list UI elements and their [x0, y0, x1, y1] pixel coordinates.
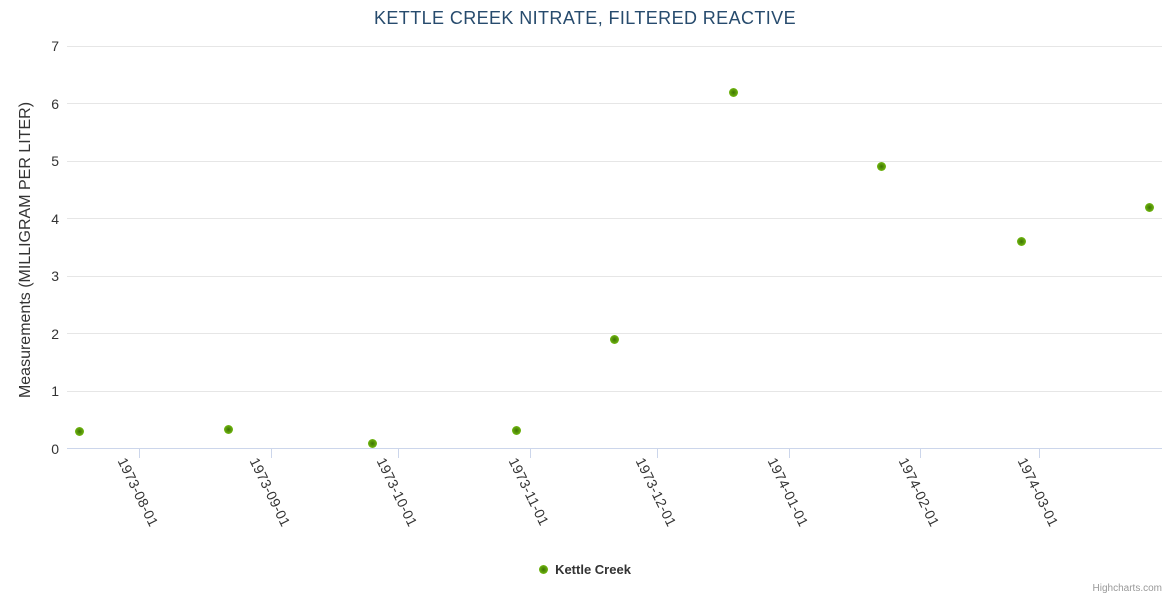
legend-item-kettle-creek[interactable]: Kettle Creek — [539, 562, 631, 577]
x-tick-mark — [529, 448, 531, 458]
x-tick-mark — [1038, 448, 1040, 458]
data-point[interactable] — [1017, 237, 1027, 247]
gridline — [67, 45, 1162, 47]
x-tick-mark — [788, 448, 790, 458]
x-tick-label: 1974-03-01 — [1014, 455, 1062, 530]
data-point[interactable] — [223, 424, 233, 434]
y-tick-label: 1 — [51, 383, 59, 400]
y-tick-label: 2 — [51, 325, 59, 342]
x-tick-label: 1973-09-01 — [246, 455, 294, 530]
highcharts-credits-link[interactable]: Highcharts.com — [1092, 583, 1162, 594]
x-tick-label: 1974-02-01 — [895, 455, 943, 530]
x-tick-mark — [920, 448, 922, 458]
x-tick-mark — [656, 448, 658, 458]
legend-marker-icon — [539, 565, 549, 574]
gridline — [67, 218, 1162, 220]
y-tick-label: 5 — [51, 153, 59, 170]
x-tick-label: 1973-11-01 — [505, 455, 552, 529]
x-tick-label: 1974-01-01 — [764, 455, 812, 530]
y-tick-label: 4 — [51, 210, 59, 227]
gridline — [67, 390, 1162, 392]
x-tick-label: 1973-10-01 — [373, 455, 421, 530]
chart-title: KETTLE CREEK NITRATE, FILTERED REACTIVE — [374, 8, 796, 28]
gridline — [67, 160, 1162, 162]
y-tick-label: 0 — [51, 441, 59, 457]
y-tick-label: 7 — [51, 38, 59, 54]
y-axis-title: Measurements (MILLIGRAM PER LITER) — [17, 101, 34, 399]
data-point[interactable] — [368, 438, 378, 448]
x-tick-mark — [398, 448, 400, 458]
y-tick-label: 3 — [51, 268, 59, 285]
legend-label: Kettle Creek — [555, 562, 631, 577]
x-tick-mark — [139, 448, 141, 458]
x-tick-mark — [270, 448, 272, 458]
x-tick-label: 1973-12-01 — [632, 455, 680, 530]
data-point[interactable] — [75, 426, 85, 436]
y-tick-label: 6 — [51, 95, 59, 112]
data-point[interactable] — [728, 87, 738, 97]
x-axis-line — [67, 448, 1162, 449]
data-point[interactable] — [610, 335, 619, 345]
x-tick-label: 1973-08-01 — [114, 455, 162, 530]
gridline — [67, 103, 1162, 105]
gridline — [67, 333, 1162, 335]
legend: Kettle Creek — [0, 562, 1170, 577]
data-point[interactable] — [877, 162, 887, 172]
data-point[interactable] — [512, 425, 522, 435]
data-point[interactable] — [1144, 202, 1154, 212]
gridline — [67, 275, 1162, 277]
